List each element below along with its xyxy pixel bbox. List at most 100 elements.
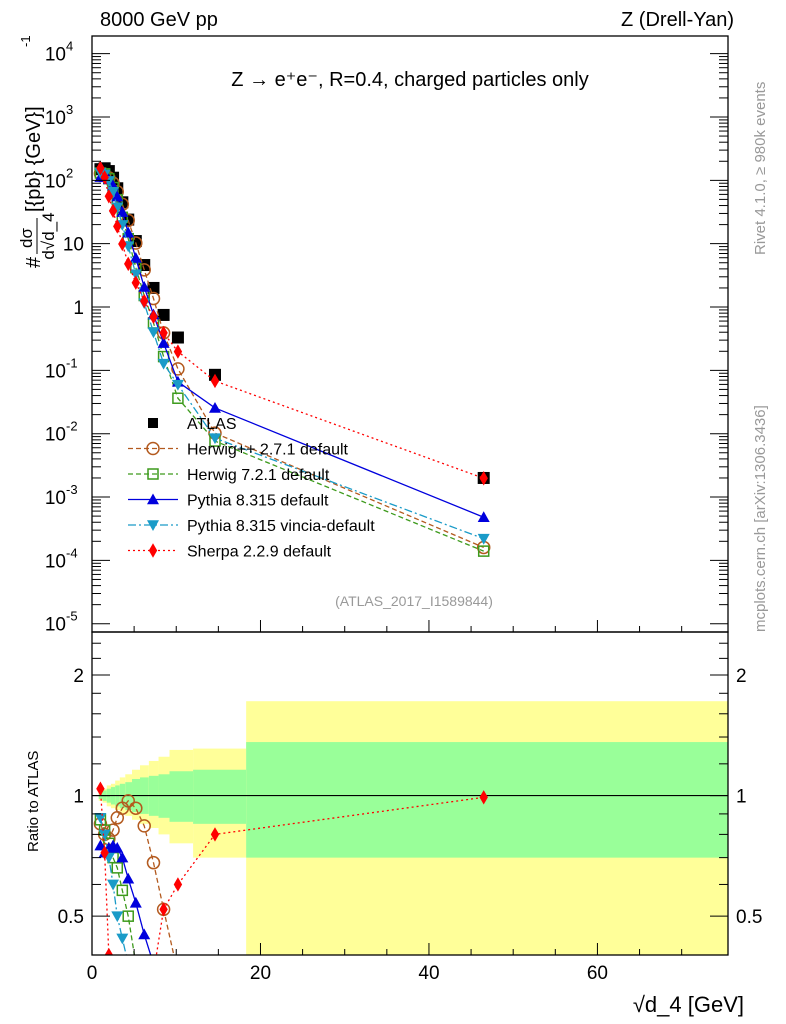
legend-marker xyxy=(148,418,158,428)
y-axis-label-hash: # xyxy=(23,256,45,268)
series-4-point xyxy=(131,275,141,290)
y-tick-label: 10 xyxy=(45,171,66,192)
y-tick-label: 10 xyxy=(45,108,66,129)
series-4-point xyxy=(479,471,488,486)
series-4-point xyxy=(118,236,127,252)
y-tick-label: 10 xyxy=(45,425,66,446)
x-tick-label: 0 xyxy=(87,963,98,984)
header-right: Z (Drell-Yan) xyxy=(621,9,734,31)
series-3-point xyxy=(208,433,221,445)
series-1-ratio-point xyxy=(116,884,129,897)
side-text-mcplots: mcplots.cern.ch [arXiv:1306.3436] xyxy=(752,405,769,632)
series-2-point xyxy=(129,252,142,263)
y-tick-label: 10 xyxy=(45,551,66,572)
series-2-ratio-point xyxy=(122,872,135,884)
stat-uncertainty-band xyxy=(169,771,194,822)
y-axis-label-unit-exp: -1 xyxy=(18,35,33,47)
series-0-ratio-point xyxy=(146,855,161,870)
ratio-tick-label: 0.5 xyxy=(58,907,84,928)
y-tick-label-exponent: 2 xyxy=(66,165,73,180)
series-4-point xyxy=(173,344,183,359)
atlas-data-point xyxy=(171,331,184,344)
series-1-point xyxy=(172,392,184,404)
y-tick-label-exponent: 3 xyxy=(66,102,73,117)
stat-uncertainty-band xyxy=(193,769,247,824)
y-tick-label: 10 xyxy=(63,235,84,256)
series-2-ratio-point xyxy=(129,896,142,908)
chart-marks xyxy=(92,160,728,955)
x-tick-label: 40 xyxy=(418,963,439,984)
ratio-panel-frame xyxy=(91,631,729,956)
series-2-point xyxy=(208,401,221,413)
x-tick-label: 20 xyxy=(250,963,271,984)
series-4-ratio-point xyxy=(479,790,488,805)
series-4-ratio-point xyxy=(210,827,220,842)
series-4-ratio-point xyxy=(100,845,109,860)
y-axis-label-numerator: dσ xyxy=(17,228,36,248)
series-2-ratio-point xyxy=(111,841,124,853)
x-axis-label: √d_4 [GeV] xyxy=(633,992,744,1017)
series-4-ratio-point xyxy=(96,781,105,796)
y-tick-label-exponent: -2 xyxy=(66,419,78,434)
side-text-rivet: Rivet 4.1.0, ≥ 980k events xyxy=(752,82,769,255)
legend: ATLAS Herwig++ 2.7.1 default Herwig 7.2.1 … xyxy=(128,416,375,561)
series-4-line xyxy=(99,167,484,479)
y-tick-label-exponent: -4 xyxy=(66,545,78,560)
series-4-point xyxy=(100,170,109,185)
series-4-ratio-point xyxy=(173,877,183,892)
atlas-data-point xyxy=(157,308,170,321)
series-4-ratio-point xyxy=(159,902,168,917)
series-2-point xyxy=(138,281,151,292)
analysis-label: (ATLAS_2017_I1589844) xyxy=(335,593,493,609)
y-tick-label-exponent: -3 xyxy=(66,482,78,497)
ratio-tick-label-right: 0.5 xyxy=(736,907,762,928)
series-4-point xyxy=(113,219,122,234)
header-left: 8000 GeV pp xyxy=(100,9,218,31)
series-3-ratio-point xyxy=(98,829,111,841)
series-3-ratio-point xyxy=(107,879,120,891)
legend-marker xyxy=(147,493,159,505)
series-1-ratio-point xyxy=(122,910,134,922)
ratio-tick-label: 1 xyxy=(73,787,84,808)
ratio-y-axis-label: Ratio to ATLAS xyxy=(25,751,42,852)
y-tick-label: 10 xyxy=(45,361,66,382)
series-3-ratio-point xyxy=(111,911,124,923)
series-2-point xyxy=(116,206,129,217)
series-4-point xyxy=(104,189,114,204)
series-3-ratio-point xyxy=(116,933,129,945)
series-4-point xyxy=(210,373,220,389)
series-3-point xyxy=(147,327,160,339)
legend-label: Herwig++ 2.7.1 default xyxy=(187,442,349,459)
series-2-ratio-point xyxy=(138,928,151,940)
series-4-point xyxy=(96,160,105,176)
ratio-uncertainty-bands xyxy=(98,701,728,955)
ratio-tick-label-right: 1 xyxy=(736,787,747,808)
y-tick-label: 10 xyxy=(45,615,66,636)
legend-label: Sherpa 2.2.9 default xyxy=(187,544,332,561)
series-0-point xyxy=(171,362,185,376)
ratio-tick-label-right: 2 xyxy=(736,666,747,687)
x-tick-label: 60 xyxy=(587,963,608,984)
legend-label: ATLAS xyxy=(187,416,237,433)
series-4-point xyxy=(124,256,133,272)
series-2-ratio-point xyxy=(116,851,129,863)
legend-marker xyxy=(146,441,160,456)
ratio-tick-label: 2 xyxy=(73,666,84,687)
y-tick-label-exponent: -1 xyxy=(66,355,78,370)
series-3-point xyxy=(477,533,490,545)
series-3-ratio-point xyxy=(94,813,107,824)
legend-label: Pythia 8.315 default xyxy=(187,493,329,510)
y-axis-label-unit: [{pb} {GeV}] xyxy=(23,106,45,212)
series-0-ratio-point xyxy=(137,819,151,833)
chart-title: Z → e⁺e⁻, R=0.4, charged particles only xyxy=(231,69,588,91)
y-tick-label: 10 xyxy=(45,488,66,509)
series-1-ratio-point xyxy=(111,862,124,874)
series-4-ratio-point xyxy=(104,947,114,955)
legend-label: Pythia 8.315 vincia-default xyxy=(187,518,375,535)
legend-marker xyxy=(148,543,158,558)
stat-uncertainty-band xyxy=(246,742,728,858)
y-tick-label-exponent: 4 xyxy=(66,39,73,54)
series-0-ratio-point xyxy=(121,794,135,808)
